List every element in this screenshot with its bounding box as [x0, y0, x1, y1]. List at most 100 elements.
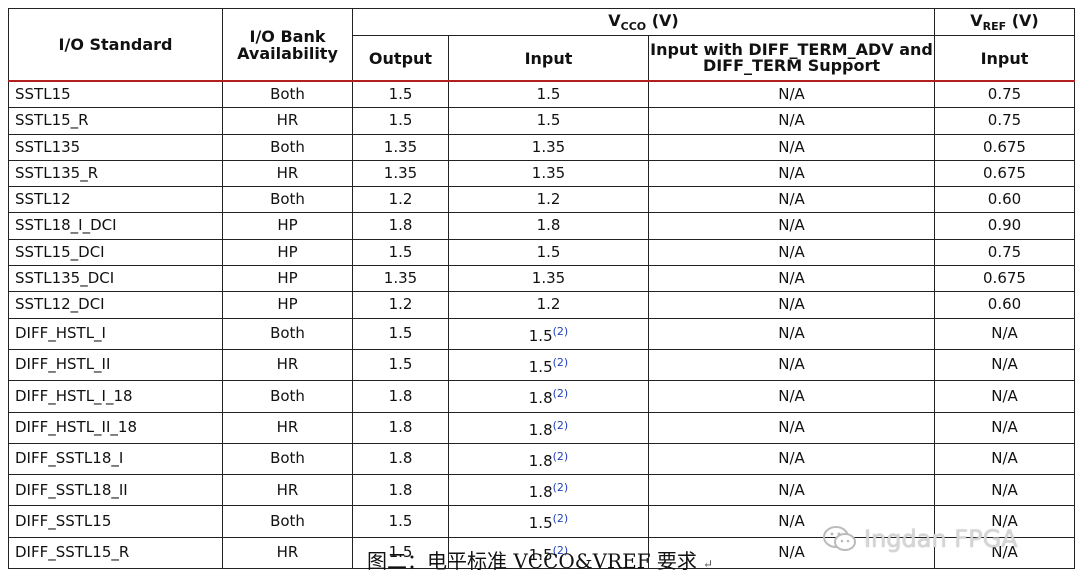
cell-bank-availability-value: Both [270, 137, 305, 156]
cell-vcco-output-value: 1.35 [383, 269, 418, 288]
cell-io-standard: SSTL135 [8, 133, 223, 161]
cell-vcco-input-value: 1.8 [528, 451, 553, 470]
cell-vcco-input: 1.8(2) [448, 411, 649, 444]
cell-vcco-input-value: 1.8 [536, 216, 561, 235]
cell-vcco-output-value: 1.8 [388, 449, 413, 468]
cell-input-diff-term-value: N/A [778, 449, 805, 468]
cell-vcco-output: 1.35 [352, 265, 449, 293]
cell-vref-input: 0.675 [934, 265, 1075, 293]
cell-vref-input-value: N/A [991, 324, 1018, 343]
cell-vref-input: N/A [934, 317, 1075, 350]
cell-vcco-input-value: 1.35 [531, 163, 566, 182]
cell-vcco-input-value: 1.5 [528, 545, 553, 564]
cell-vcco-output: 1.8 [352, 442, 449, 476]
cell-bank-availability: HR [222, 536, 353, 570]
cell-bank-availability: HR [222, 411, 353, 444]
cell-vcco-input: 1.2 [448, 186, 649, 214]
cell-bank-availability: Both [222, 317, 353, 350]
cell-io-standard-value: DIFF_HSTL_II_18 [15, 418, 137, 437]
cell-input-diff-term-value: N/A [778, 85, 805, 103]
footnote-ref[interactable]: (2) [552, 324, 569, 338]
header-output: Output [352, 35, 449, 82]
cell-vref-input: 0.90 [934, 212, 1075, 240]
cell-input-diff-term-value: N/A [778, 295, 805, 314]
table-header: I/O Standard I/O Bank Availability VCCO … [8, 8, 1075, 82]
cell-vref-input-value: 0.675 [983, 269, 1026, 288]
footnote-ref[interactable]: (2) [552, 449, 569, 463]
cell-bank-availability: Both [222, 133, 353, 161]
cell-io-standard-value: DIFF_SSTL18_II [15, 480, 128, 499]
table-row: SSTL135_DCI HP 1.35 1.35 N/A 0.675 [8, 265, 1075, 293]
cell-vcco-output: 1.5 [352, 317, 449, 350]
cell-vcco-output: 1.2 [352, 291, 449, 319]
cell-io-standard-value: SSTL12_DCI [15, 295, 105, 314]
cell-bank-availability-value: Both [270, 85, 305, 103]
io-standards-table: I/O Standard I/O Bank Availability VCCO … [8, 8, 1075, 570]
cell-bank-availability: HP [222, 291, 353, 319]
cell-io-standard-value: DIFF_SSTL18_I [15, 449, 124, 468]
cell-bank-availability: Both [222, 186, 353, 214]
cell-vref-input: 0.675 [934, 159, 1075, 188]
cell-bank-availability-value: HP [277, 269, 298, 288]
cell-vref-input: 0.75 [934, 238, 1075, 267]
cell-input-diff-term: N/A [648, 186, 935, 214]
cell-io-standard-value: SSTL12 [15, 190, 71, 209]
cell-io-standard: DIFF_SSTL18_II [8, 474, 223, 507]
header-vref-main: V [970, 10, 983, 30]
cell-input-diff-term-value: N/A [778, 163, 805, 182]
cell-io-standard: SSTL15 [8, 80, 223, 109]
cell-vcco-output: 1.8 [352, 411, 449, 444]
cell-vcco-output-value: 1.5 [388, 111, 413, 130]
table-row: SSTL15 Both 1.5 1.5 N/A 0.75 [8, 80, 1075, 109]
cell-io-standard-value: SSTL15_R [15, 111, 89, 130]
header-vcco-unit: (V) [651, 10, 679, 30]
cell-vcco-output-value: 1.8 [388, 386, 413, 405]
cell-input-diff-term: N/A [648, 317, 935, 350]
table-row: SSTL135_R HR 1.35 1.35 N/A 0.675 [8, 159, 1075, 188]
cell-input-diff-term-value: N/A [778, 269, 805, 288]
cell-input-diff-term-value: N/A [778, 386, 805, 405]
table-row: SSTL15_DCI HP 1.5 1.5 N/A 0.75 [8, 238, 1075, 267]
cell-io-standard-value: DIFF_HSTL_II [15, 355, 111, 374]
cell-input-diff-term-value: N/A [778, 480, 805, 499]
cell-io-standard-value: SSTL135_R [15, 163, 99, 182]
cell-vcco-input-value: 1.35 [531, 269, 566, 288]
cell-io-standard: SSTL12_DCI [8, 291, 223, 319]
caption-text: 图二：电平标准 VCCO&VREF 要求 [366, 549, 697, 573]
cell-input-diff-term: N/A [648, 536, 935, 570]
watermark: Ingdan FPGA [822, 522, 1062, 556]
cell-vref-input-value: 0.75 [987, 111, 1022, 130]
cell-input-diff-term: N/A [648, 265, 935, 293]
header-io-standard: I/O Standard [8, 8, 223, 82]
cell-io-standard: DIFF_HSTL_II [8, 348, 223, 382]
cell-bank-availability-value: HR [276, 543, 299, 562]
cell-bank-availability: Both [222, 80, 353, 109]
footnote-ref[interactable]: (2) [552, 387, 569, 401]
cell-bank-availability-value: HP [277, 216, 298, 235]
table-row: SSTL18_I_DCI HP 1.8 1.8 N/A 0.90 [8, 212, 1075, 240]
cell-vcco-input: 1.35 [448, 133, 649, 161]
cell-vref-input-value: N/A [991, 386, 1018, 405]
cell-vcco-output-value: 1.5 [388, 543, 413, 562]
cell-vcco-output: 1.8 [352, 380, 449, 413]
footnote-ref[interactable]: (2) [552, 481, 569, 495]
footnote-ref[interactable]: (2) [552, 355, 569, 369]
footnote-ref[interactable]: (2) [552, 512, 569, 526]
footnote-ref[interactable]: (2) [552, 418, 569, 432]
cell-vcco-output: 1.5 [352, 80, 449, 109]
cell-bank-availability: Both [222, 505, 353, 538]
cell-bank-availability-value: Both [270, 449, 305, 468]
cell-vref-input: N/A [934, 348, 1075, 382]
cell-vcco-input: 1.5(2) [448, 317, 649, 350]
cell-vref-input: 0.60 [934, 186, 1075, 214]
cell-io-standard: SSTL12 [8, 186, 223, 214]
header-vcco-sub: CCO [620, 20, 647, 34]
footnote-ref[interactable]: (2) [552, 543, 569, 557]
cell-input-diff-term: N/A [648, 159, 935, 188]
cell-input-diff-term-value: N/A [778, 324, 805, 343]
table-row: DIFF_SSTL15_R HR 1.5 1.5(2) N/A N/A [8, 536, 1075, 570]
header-vref: VREF (V) [934, 8, 1075, 36]
cell-io-standard-value: DIFF_SSTL15_R [15, 543, 130, 562]
cell-io-standard-value: SSTL135 [15, 137, 81, 156]
cell-input-diff-term-value: N/A [778, 543, 805, 562]
